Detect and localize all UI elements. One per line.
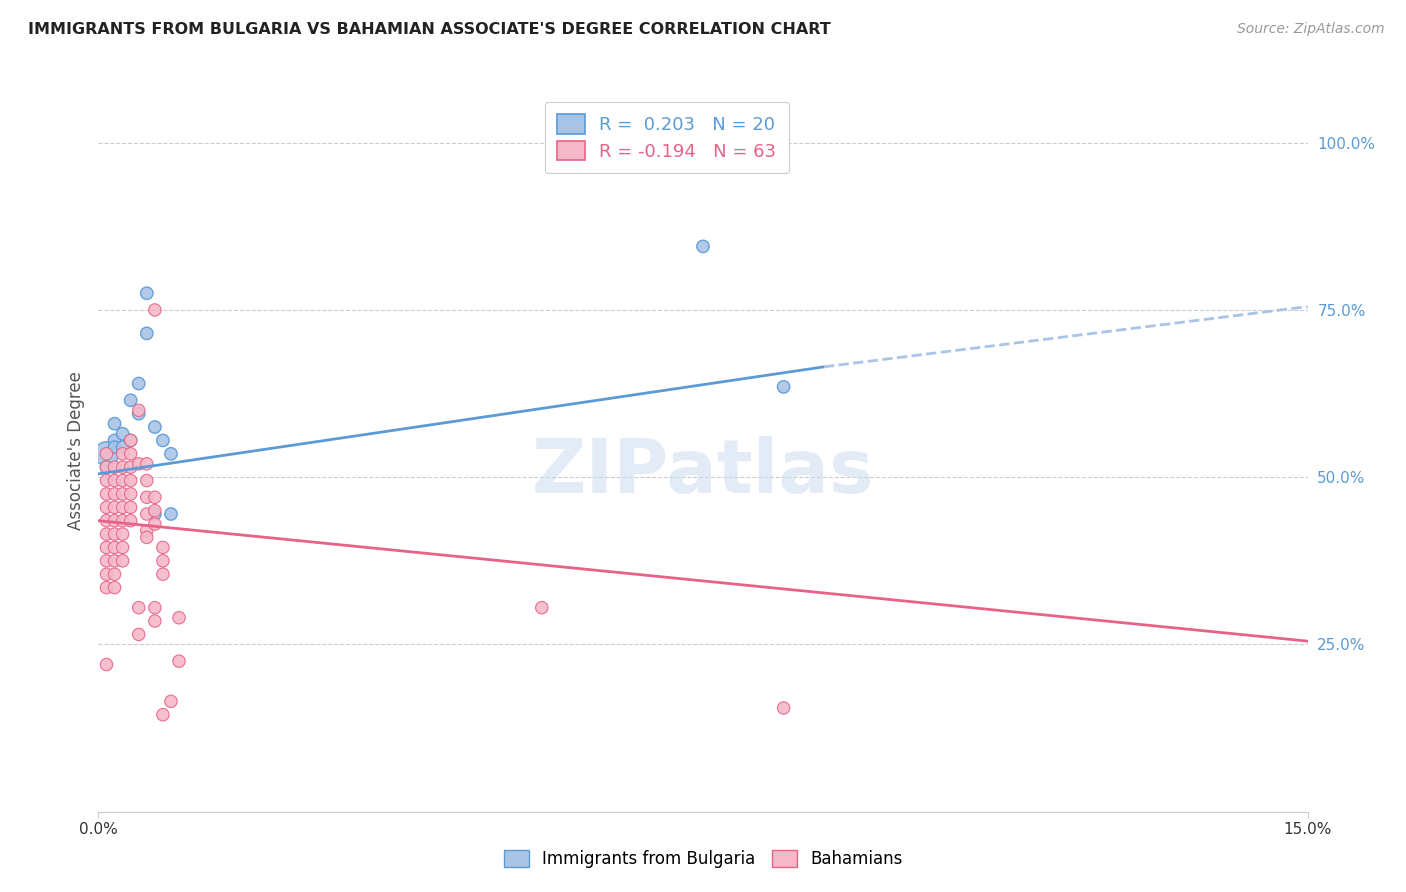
Point: [103, 474, 125, 488]
Point: [135, 286, 157, 301]
Y-axis label: Associate's Degree: Associate's Degree: [66, 371, 84, 530]
Point: [135, 326, 157, 341]
Point: [103, 440, 125, 454]
Point: [152, 434, 174, 448]
Point: [103, 487, 125, 501]
Point: [103, 417, 125, 431]
Point: [135, 524, 157, 538]
Point: [96, 657, 118, 672]
Point: [143, 600, 166, 615]
Point: [111, 426, 134, 441]
Point: [120, 393, 142, 408]
Point: [96, 447, 118, 461]
Point: [152, 567, 174, 582]
Point: [143, 507, 166, 521]
Point: [96, 500, 118, 515]
Legend: R =  0.203   N = 20, R = -0.194   N = 63: R = 0.203 N = 20, R = -0.194 N = 63: [544, 102, 789, 173]
Text: Source: ZipAtlas.com: Source: ZipAtlas.com: [1237, 22, 1385, 37]
Point: [135, 491, 157, 505]
Point: [120, 474, 142, 488]
Point: [167, 611, 190, 625]
Point: [128, 627, 150, 641]
Point: [120, 487, 142, 501]
Point: [111, 500, 134, 515]
Point: [120, 434, 142, 448]
Text: ZIPatlas: ZIPatlas: [531, 435, 875, 508]
Point: [96, 567, 118, 582]
Point: [103, 434, 125, 448]
Point: [96, 527, 118, 541]
Point: [160, 694, 183, 708]
Legend: Immigrants from Bulgaria, Bahamians: Immigrants from Bulgaria, Bahamians: [496, 843, 910, 875]
Point: [772, 380, 794, 394]
Point: [103, 541, 125, 555]
Point: [103, 581, 125, 595]
Point: [120, 514, 142, 528]
Point: [128, 600, 150, 615]
Point: [152, 541, 174, 555]
Point: [143, 303, 166, 318]
Point: [152, 707, 174, 722]
Point: [120, 447, 142, 461]
Point: [96, 554, 118, 568]
Point: [111, 554, 134, 568]
Point: [103, 514, 125, 528]
Point: [120, 500, 142, 515]
Point: [692, 239, 714, 253]
Point: [128, 403, 150, 417]
Point: [143, 491, 166, 505]
Point: [103, 567, 125, 582]
Point: [135, 507, 157, 521]
Point: [111, 541, 134, 555]
Point: [111, 440, 134, 454]
Point: [103, 554, 125, 568]
Text: IMMIGRANTS FROM BULGARIA VS BAHAMIAN ASSOCIATE'S DEGREE CORRELATION CHART: IMMIGRANTS FROM BULGARIA VS BAHAMIAN ASS…: [28, 22, 831, 37]
Point: [96, 460, 118, 475]
Point: [96, 487, 118, 501]
Point: [143, 517, 166, 532]
Point: [772, 701, 794, 715]
Point: [143, 503, 166, 517]
Point: [111, 460, 134, 475]
Point: [160, 507, 183, 521]
Point: [530, 600, 553, 615]
Point: [135, 457, 157, 471]
Point: [167, 654, 190, 668]
Point: [96, 541, 118, 555]
Point: [128, 407, 150, 421]
Point: [96, 514, 118, 528]
Point: [111, 447, 134, 461]
Point: [96, 474, 118, 488]
Point: [111, 487, 134, 501]
Point: [128, 376, 150, 391]
Point: [143, 420, 166, 434]
Point: [135, 474, 157, 488]
Point: [128, 457, 150, 471]
Point: [96, 581, 118, 595]
Point: [103, 460, 125, 475]
Point: [135, 530, 157, 544]
Point: [103, 527, 125, 541]
Point: [120, 434, 142, 448]
Point: [111, 514, 134, 528]
Point: [143, 614, 166, 628]
Point: [120, 460, 142, 475]
Point: [111, 527, 134, 541]
Point: [103, 500, 125, 515]
Point: [111, 474, 134, 488]
Point: [96, 447, 118, 461]
Point: [96, 460, 118, 475]
Point: [152, 554, 174, 568]
Point: [160, 447, 183, 461]
